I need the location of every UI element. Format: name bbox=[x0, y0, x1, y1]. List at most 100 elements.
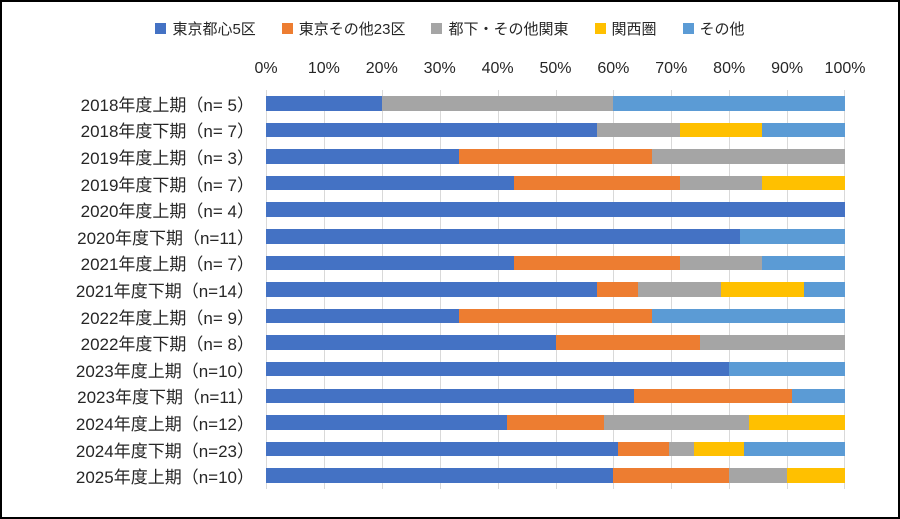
bar-segment-5 bbox=[739, 229, 845, 244]
category-label: 2023年度下期（n=11） bbox=[77, 388, 254, 408]
legend-label: 関西圏 bbox=[611, 21, 657, 38]
bar-row bbox=[266, 462, 845, 489]
bar-segment-1 bbox=[266, 255, 515, 271]
legend-swatch-icon bbox=[682, 23, 694, 34]
bar-segment-3 bbox=[700, 335, 845, 350]
bar-segment-2 bbox=[613, 468, 730, 483]
bar-segment-3 bbox=[729, 468, 788, 483]
bar-segment-1 bbox=[266, 468, 614, 483]
bar-segment-3 bbox=[679, 255, 763, 271]
legend-label: その他 bbox=[699, 21, 745, 38]
bar-row bbox=[266, 303, 845, 330]
category-label: 2024年度下期（n=23） bbox=[75, 441, 254, 461]
bar-row bbox=[266, 117, 845, 144]
bar-row bbox=[266, 409, 845, 436]
bar-segment-1 bbox=[266, 441, 619, 457]
bar-row bbox=[266, 356, 845, 383]
bar-row bbox=[266, 276, 845, 303]
stacked-bar bbox=[266, 335, 845, 350]
bar-segment-5 bbox=[762, 255, 845, 271]
legend-item: 関西圏 bbox=[594, 18, 657, 39]
legend-label: 東京その他23区 bbox=[298, 21, 406, 38]
x-axis-tick-label: 40% bbox=[481, 60, 514, 77]
bar-segment-4 bbox=[693, 441, 745, 457]
stacked-bar bbox=[266, 96, 845, 111]
bar-segment-5 bbox=[613, 96, 845, 111]
bar-segment-4 bbox=[720, 282, 804, 297]
bar-segment-5 bbox=[729, 361, 845, 377]
x-axis-tick-label: 60% bbox=[597, 60, 630, 77]
bar-segment-1 bbox=[266, 388, 635, 404]
stacked-bar bbox=[266, 282, 845, 297]
bar-segment-4 bbox=[679, 122, 763, 138]
bar-segment-1 bbox=[266, 361, 730, 377]
bar-segment-5 bbox=[792, 388, 845, 404]
bar-segment-2 bbox=[555, 335, 701, 350]
x-axis-tick-labels: 0% 10% 20% 30% 40% 50% 60% 70% 80% 90% 100% bbox=[254, 60, 865, 82]
category-label: 2018年度上期（n= 5） bbox=[80, 95, 254, 115]
x-axis-tick-label: 70% bbox=[655, 60, 688, 77]
bar-row bbox=[266, 250, 845, 277]
bar-segment-2 bbox=[596, 282, 639, 297]
bar-segment-1 bbox=[266, 229, 740, 244]
stacked-bar bbox=[266, 175, 845, 191]
bar-segment-3 bbox=[668, 441, 694, 457]
bar-segment-1 bbox=[266, 308, 459, 324]
bar-segment-1 bbox=[266, 282, 597, 297]
x-axis-tick-label: 0% bbox=[254, 60, 278, 77]
plot-area bbox=[266, 90, 845, 489]
x-axis-tick-label: 50% bbox=[539, 60, 572, 77]
stacked-bar bbox=[266, 441, 845, 457]
bar-row bbox=[266, 383, 845, 410]
bar-segment-2 bbox=[514, 175, 680, 191]
bar-segment-1 bbox=[266, 415, 508, 430]
bar-row bbox=[266, 329, 845, 356]
stacked-bar bbox=[266, 229, 845, 244]
bar-segment-4 bbox=[762, 175, 845, 191]
bar-segment-3 bbox=[596, 122, 680, 138]
bar-segment-3 bbox=[603, 415, 749, 430]
legend-swatch-icon bbox=[594, 23, 606, 34]
x-axis-tick-label: 20% bbox=[365, 60, 398, 77]
legend-swatch-icon bbox=[281, 23, 293, 34]
category-label: 2025年度上期（n=10） bbox=[75, 468, 254, 488]
bar-segment-3 bbox=[652, 149, 845, 164]
bar-segment-5 bbox=[803, 282, 845, 297]
category-label: 2019年度下期（n= 7） bbox=[80, 175, 254, 195]
bar-rows bbox=[266, 90, 845, 489]
bar-segment-2 bbox=[514, 255, 680, 271]
bar-segment-1 bbox=[266, 335, 556, 350]
category-label: 2022年度下期（n= 8） bbox=[80, 335, 254, 355]
category-label: 2020年度下期（n=11） bbox=[77, 228, 254, 248]
legend-item: 都下・その他関東 bbox=[431, 18, 569, 39]
x-axis-tick-label: 10% bbox=[307, 60, 340, 77]
legend-swatch-icon bbox=[431, 23, 443, 34]
bar-row bbox=[266, 436, 845, 463]
legend-item: 東京都心5区 bbox=[155, 18, 256, 39]
bar-segment-5 bbox=[762, 122, 845, 138]
category-label: 2020年度上期（n= 4） bbox=[80, 202, 254, 222]
bar-segment-1 bbox=[266, 175, 515, 191]
category-label: 2023年度上期（n=10） bbox=[75, 361, 254, 381]
x-axis-tick-label: 30% bbox=[423, 60, 456, 77]
stacked-bar bbox=[266, 122, 845, 138]
stacked-bar bbox=[266, 361, 845, 377]
bar-segment-5 bbox=[652, 308, 845, 324]
legend-item: 東京その他23区 bbox=[281, 18, 406, 39]
bar-segment-4 bbox=[787, 468, 845, 483]
category-label: 2024年度上期（n=12） bbox=[75, 414, 254, 434]
bar-segment-2 bbox=[459, 149, 652, 164]
y-axis-category-labels: 2018年度上期（n= 5） 2018年度下期（n= 7） 2019年度上期（n= … bbox=[10, 90, 260, 489]
stacked-bar bbox=[266, 468, 845, 483]
bar-row bbox=[266, 90, 845, 117]
bar-segment-3 bbox=[381, 96, 614, 111]
category-label: 2021年度上期（n= 7） bbox=[80, 255, 254, 275]
category-label: 2018年度下期（n= 7） bbox=[80, 122, 254, 142]
bar-segment-1 bbox=[266, 122, 597, 138]
stacked-bar bbox=[266, 415, 845, 430]
bar-segment-2 bbox=[634, 388, 793, 404]
category-label: 2019年度上期（n= 3） bbox=[80, 148, 254, 168]
bar-row bbox=[266, 143, 845, 170]
bar-row bbox=[266, 223, 845, 250]
